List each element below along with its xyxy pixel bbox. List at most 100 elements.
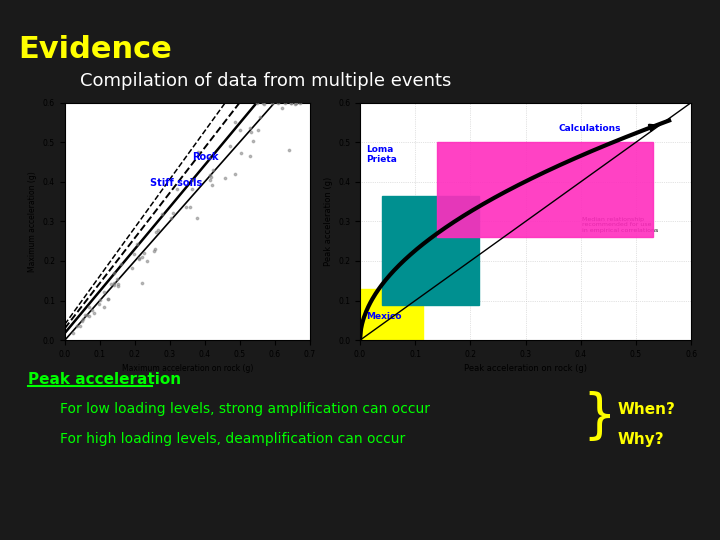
- Point: [285, 98, 297, 107]
- Text: }: }: [582, 391, 616, 443]
- Point: [244, 151, 256, 160]
- Point: [136, 278, 148, 287]
- Point: [244, 124, 256, 132]
- Point: [219, 174, 230, 183]
- Point: [247, 137, 258, 146]
- Point: [105, 280, 117, 288]
- Text: Calculations: Calculations: [559, 124, 621, 133]
- Point: [67, 328, 78, 337]
- Text: Stiff soils: Stiff soils: [150, 178, 203, 188]
- Point: [86, 306, 98, 314]
- Point: [150, 227, 162, 236]
- Point: [129, 249, 140, 258]
- Point: [254, 113, 266, 122]
- Point: [294, 98, 305, 107]
- Point: [224, 142, 235, 151]
- Point: [115, 260, 127, 268]
- Point: [290, 98, 302, 107]
- Y-axis label: Maximum acceleration (g): Maximum acceleration (g): [28, 171, 37, 272]
- Point: [112, 280, 123, 288]
- Point: [289, 99, 300, 108]
- Point: [109, 269, 120, 278]
- Point: [153, 226, 164, 234]
- Point: [206, 181, 217, 190]
- Point: [186, 185, 197, 193]
- Text: Rock: Rock: [192, 152, 219, 161]
- Point: [204, 176, 216, 184]
- Point: [290, 98, 302, 107]
- Point: [81, 310, 93, 319]
- Point: [133, 254, 145, 262]
- Point: [204, 172, 216, 181]
- Text: For high loading levels, deamplification can occur: For high loading levels, deamplification…: [60, 432, 405, 446]
- Text: Mexico: Mexico: [366, 312, 402, 321]
- Point: [112, 274, 123, 283]
- Point: [245, 127, 256, 136]
- X-axis label: Peak acceleration on rock (g): Peak acceleration on rock (g): [464, 364, 587, 374]
- Text: Compilation of data from multiple events: Compilation of data from multiple events: [80, 72, 451, 90]
- Point: [148, 247, 160, 255]
- Text: When?: When?: [618, 402, 676, 417]
- Point: [89, 309, 100, 318]
- Point: [131, 240, 143, 248]
- Point: [71, 322, 82, 330]
- Point: [279, 98, 290, 107]
- Point: [74, 322, 86, 330]
- Point: [266, 98, 277, 107]
- Text: Loma
Prieta: Loma Prieta: [366, 145, 397, 164]
- Point: [126, 264, 138, 272]
- Point: [180, 202, 192, 211]
- Text: Median relationship
recommended for use
in empirical correlations: Median relationship recommended for use …: [582, 217, 658, 233]
- Point: [138, 248, 150, 257]
- Point: [84, 312, 95, 321]
- Point: [258, 100, 270, 109]
- Point: [229, 170, 240, 178]
- Point: [141, 257, 153, 266]
- Point: [156, 210, 167, 219]
- Point: [109, 279, 120, 287]
- Point: [136, 253, 148, 261]
- Point: [234, 125, 246, 134]
- Y-axis label: Peak acceleration (g): Peak acceleration (g): [323, 177, 333, 266]
- Text: For low loading levels, strong amplification can occur: For low loading levels, strong amplifica…: [60, 402, 430, 416]
- Point: [276, 104, 287, 112]
- Point: [235, 149, 246, 158]
- Point: [230, 118, 241, 126]
- Bar: [360, 289, 423, 340]
- Point: [102, 294, 114, 303]
- Point: [108, 281, 120, 289]
- Text: Peak acceleration: Peak acceleration: [28, 372, 181, 387]
- Text: Evidence: Evidence: [18, 35, 172, 64]
- Bar: [382, 195, 479, 305]
- Point: [166, 214, 177, 222]
- Point: [77, 315, 89, 323]
- Point: [192, 148, 204, 157]
- Point: [102, 295, 114, 303]
- Point: [285, 98, 297, 107]
- Bar: [437, 142, 652, 237]
- Point: [83, 303, 94, 312]
- Point: [273, 98, 284, 107]
- Point: [79, 310, 91, 319]
- Point: [203, 154, 215, 163]
- Point: [93, 299, 104, 308]
- Point: [207, 166, 219, 174]
- Point: [185, 203, 197, 212]
- Point: [76, 316, 88, 325]
- Point: [168, 209, 179, 218]
- Point: [133, 255, 145, 264]
- Point: [171, 184, 183, 193]
- Point: [112, 282, 124, 291]
- Point: [187, 176, 199, 184]
- X-axis label: Maximum acceleration on rock (g): Maximum acceleration on rock (g): [122, 364, 253, 374]
- Point: [251, 98, 263, 107]
- Point: [94, 296, 106, 305]
- Point: [253, 126, 264, 134]
- Point: [98, 303, 109, 312]
- Point: [192, 213, 203, 222]
- Text: Why?: Why?: [618, 432, 665, 447]
- Point: [257, 98, 269, 107]
- Point: [149, 245, 161, 253]
- Point: [99, 288, 110, 296]
- Point: [283, 146, 294, 154]
